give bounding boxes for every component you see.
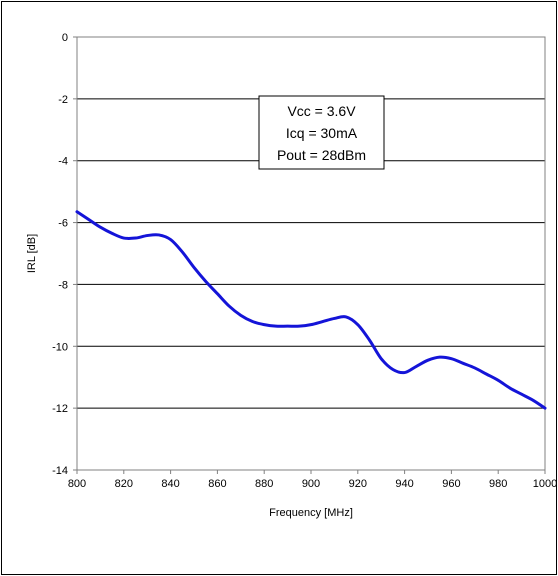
- y-tick-label: -8: [58, 279, 68, 291]
- x-tick-label: 960: [442, 478, 460, 490]
- y-axis-title: IRL [dB]: [26, 234, 38, 273]
- y-tick-label: -4: [58, 156, 68, 168]
- series-layer: [75, 210, 547, 410]
- x-tick-label: 920: [349, 478, 367, 490]
- y-tick-label: 0: [62, 32, 68, 44]
- y-tick-label: -12: [52, 403, 68, 415]
- axis-layer: [73, 36, 546, 474]
- x-tick-label: 820: [115, 478, 133, 490]
- x-tick-label: 980: [489, 478, 507, 490]
- y-tick-labels: 0 -2 -4 -6 -8 -10 -12 -14: [52, 32, 68, 477]
- conditions-annotation: Vcc = 3.6V Icq = 30mA Pout = 28dBm: [258, 95, 385, 170]
- x-tick-label: 880: [255, 478, 273, 490]
- y-tick-label: -2: [58, 94, 68, 106]
- x-tick-label: 800: [68, 478, 86, 490]
- annotation-line-icq: Icq = 30mA: [286, 125, 358, 141]
- annotation-box: [258, 95, 385, 170]
- x-tick-labels: 800 820 840 860 880 900 920 940 960 980 1000: [68, 478, 556, 490]
- y-tick-label: -14: [52, 465, 68, 477]
- x-axis-title: Frequency [MHz]: [269, 507, 353, 519]
- series-line-0: [75, 210, 547, 410]
- x-tick-label: 940: [395, 478, 413, 490]
- y-tick-label: -6: [58, 218, 68, 230]
- annotation-line-vcc: Vcc = 3.6V: [287, 103, 356, 119]
- x-tick-label: 840: [161, 478, 179, 490]
- annotation-line-pout: Pout = 28dBm: [277, 147, 366, 163]
- x-tick-label: 1000: [533, 478, 556, 490]
- grid-layer: [77, 98, 545, 409]
- y-tick-label: -10: [52, 341, 68, 353]
- x-tick-label: 900: [302, 478, 320, 490]
- x-tick-label: 860: [208, 478, 226, 490]
